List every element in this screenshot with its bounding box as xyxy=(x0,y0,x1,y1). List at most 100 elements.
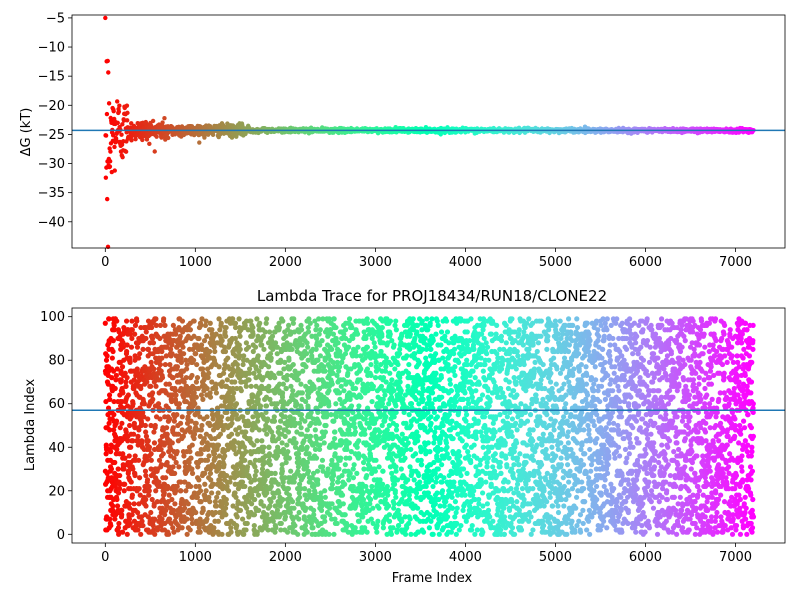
lambda-point xyxy=(222,348,229,355)
lambda-point xyxy=(115,466,121,472)
lambda-point xyxy=(106,420,112,426)
lambda-point xyxy=(139,518,145,524)
lambda-point xyxy=(191,318,197,324)
lambda-point xyxy=(242,483,248,490)
lambda-point xyxy=(187,449,193,455)
lambda-point xyxy=(314,468,321,474)
lambda-point xyxy=(143,503,149,509)
lambda-point xyxy=(219,338,225,344)
delta-g-point xyxy=(125,110,130,116)
lambda-point xyxy=(114,318,120,324)
lambda-point xyxy=(276,435,282,442)
lambda-point xyxy=(231,444,237,450)
lambda-point xyxy=(205,375,211,381)
lambda-point xyxy=(124,375,130,381)
lambda-point xyxy=(119,420,125,426)
lambda-point xyxy=(173,392,179,398)
lambda-point xyxy=(272,529,278,535)
lambda-point xyxy=(142,422,148,429)
delta-g-y-tick-label: −30 xyxy=(38,157,65,172)
lambda-point xyxy=(291,479,297,485)
lambda-point xyxy=(151,440,158,446)
lambda-point xyxy=(125,392,131,398)
lambda-point xyxy=(150,340,157,346)
lambda-point xyxy=(250,414,256,420)
lambda-point xyxy=(263,403,270,409)
lambda-point xyxy=(285,486,292,492)
delta-g-y-ticks: −40−35−30−25−20−15−10−5 xyxy=(38,11,72,230)
lambda-point xyxy=(243,383,249,389)
lambda-point xyxy=(124,348,130,355)
lambda-point xyxy=(215,490,221,496)
lambda-point xyxy=(245,344,252,350)
lambda-point xyxy=(148,457,154,463)
delta-g-point xyxy=(160,120,165,125)
delta-g-point xyxy=(116,109,122,114)
lambda-point xyxy=(121,488,127,494)
lambda-point xyxy=(146,488,152,494)
lambda-point xyxy=(255,353,261,359)
lambda-chart-title: Lambda Trace for PROJ18434/RUN18/CLONE22 xyxy=(257,287,607,305)
lambda-point xyxy=(135,527,141,533)
lambda-point xyxy=(278,520,284,527)
lambda-point xyxy=(266,364,272,370)
lambda-point xyxy=(205,446,211,453)
lambda-point xyxy=(116,520,122,527)
lambda-point xyxy=(199,422,205,429)
lambda-point xyxy=(153,383,159,389)
delta-g-x-tick-label: 1000 xyxy=(179,255,212,270)
delta-g-y-axis-label: ΔG (kT) xyxy=(19,108,34,157)
delta-g-y-tick-label: −35 xyxy=(38,186,65,201)
lambda-point xyxy=(204,333,210,339)
lambda-point xyxy=(174,412,180,418)
lambda-point xyxy=(192,401,198,407)
lambda-point xyxy=(267,503,273,509)
lambda-point xyxy=(321,364,327,370)
lambda-point xyxy=(254,316,260,322)
lambda-point xyxy=(295,377,301,383)
lambda-point xyxy=(176,401,183,407)
lambda-point xyxy=(131,501,137,507)
lambda-point xyxy=(223,512,229,518)
lambda-point xyxy=(283,459,289,466)
lambda-point xyxy=(178,488,184,494)
lambda-point xyxy=(265,416,271,422)
lambda-point xyxy=(250,331,256,337)
delta-g-point xyxy=(150,118,156,124)
lambda-point xyxy=(279,440,285,446)
delta-g-x-tick-label: 6000 xyxy=(629,255,662,270)
lambda-point xyxy=(331,316,337,322)
lambda-point xyxy=(215,518,221,524)
lambda-point xyxy=(174,449,180,455)
lambda-point xyxy=(216,364,222,370)
lambda-point xyxy=(229,420,235,426)
lambda-point xyxy=(252,472,258,479)
lambda-point xyxy=(307,433,314,439)
lambda-point xyxy=(149,390,156,396)
lambda-point xyxy=(228,529,234,535)
lambda-point xyxy=(312,427,318,433)
lambda-point xyxy=(251,522,257,529)
lambda-point xyxy=(268,499,274,505)
lambda-point xyxy=(114,503,121,509)
lambda-point xyxy=(174,364,181,370)
lambda-point xyxy=(152,531,158,537)
lambda-point xyxy=(159,516,165,522)
lambda-point xyxy=(113,372,119,379)
lambda-point xyxy=(162,322,168,329)
lambda-point xyxy=(236,316,242,322)
lambda-point xyxy=(123,383,129,389)
lambda-point xyxy=(271,418,278,424)
lambda-point xyxy=(243,449,249,455)
lambda-point xyxy=(170,425,176,431)
delta-g-x-tick-label: 0 xyxy=(101,255,109,270)
lambda-point xyxy=(151,429,157,435)
lambda-point xyxy=(229,431,235,437)
lambda-point xyxy=(250,324,256,331)
lambda-point xyxy=(169,440,175,446)
delta-g-x-tick-label: 4000 xyxy=(449,255,482,270)
lambda-point xyxy=(275,481,281,487)
lambda-point xyxy=(234,522,240,529)
lambda-point xyxy=(313,455,320,461)
delta-g-x-ticks: 0 1000 2000 3000 4000 5000 6000 7000 xyxy=(101,248,752,270)
